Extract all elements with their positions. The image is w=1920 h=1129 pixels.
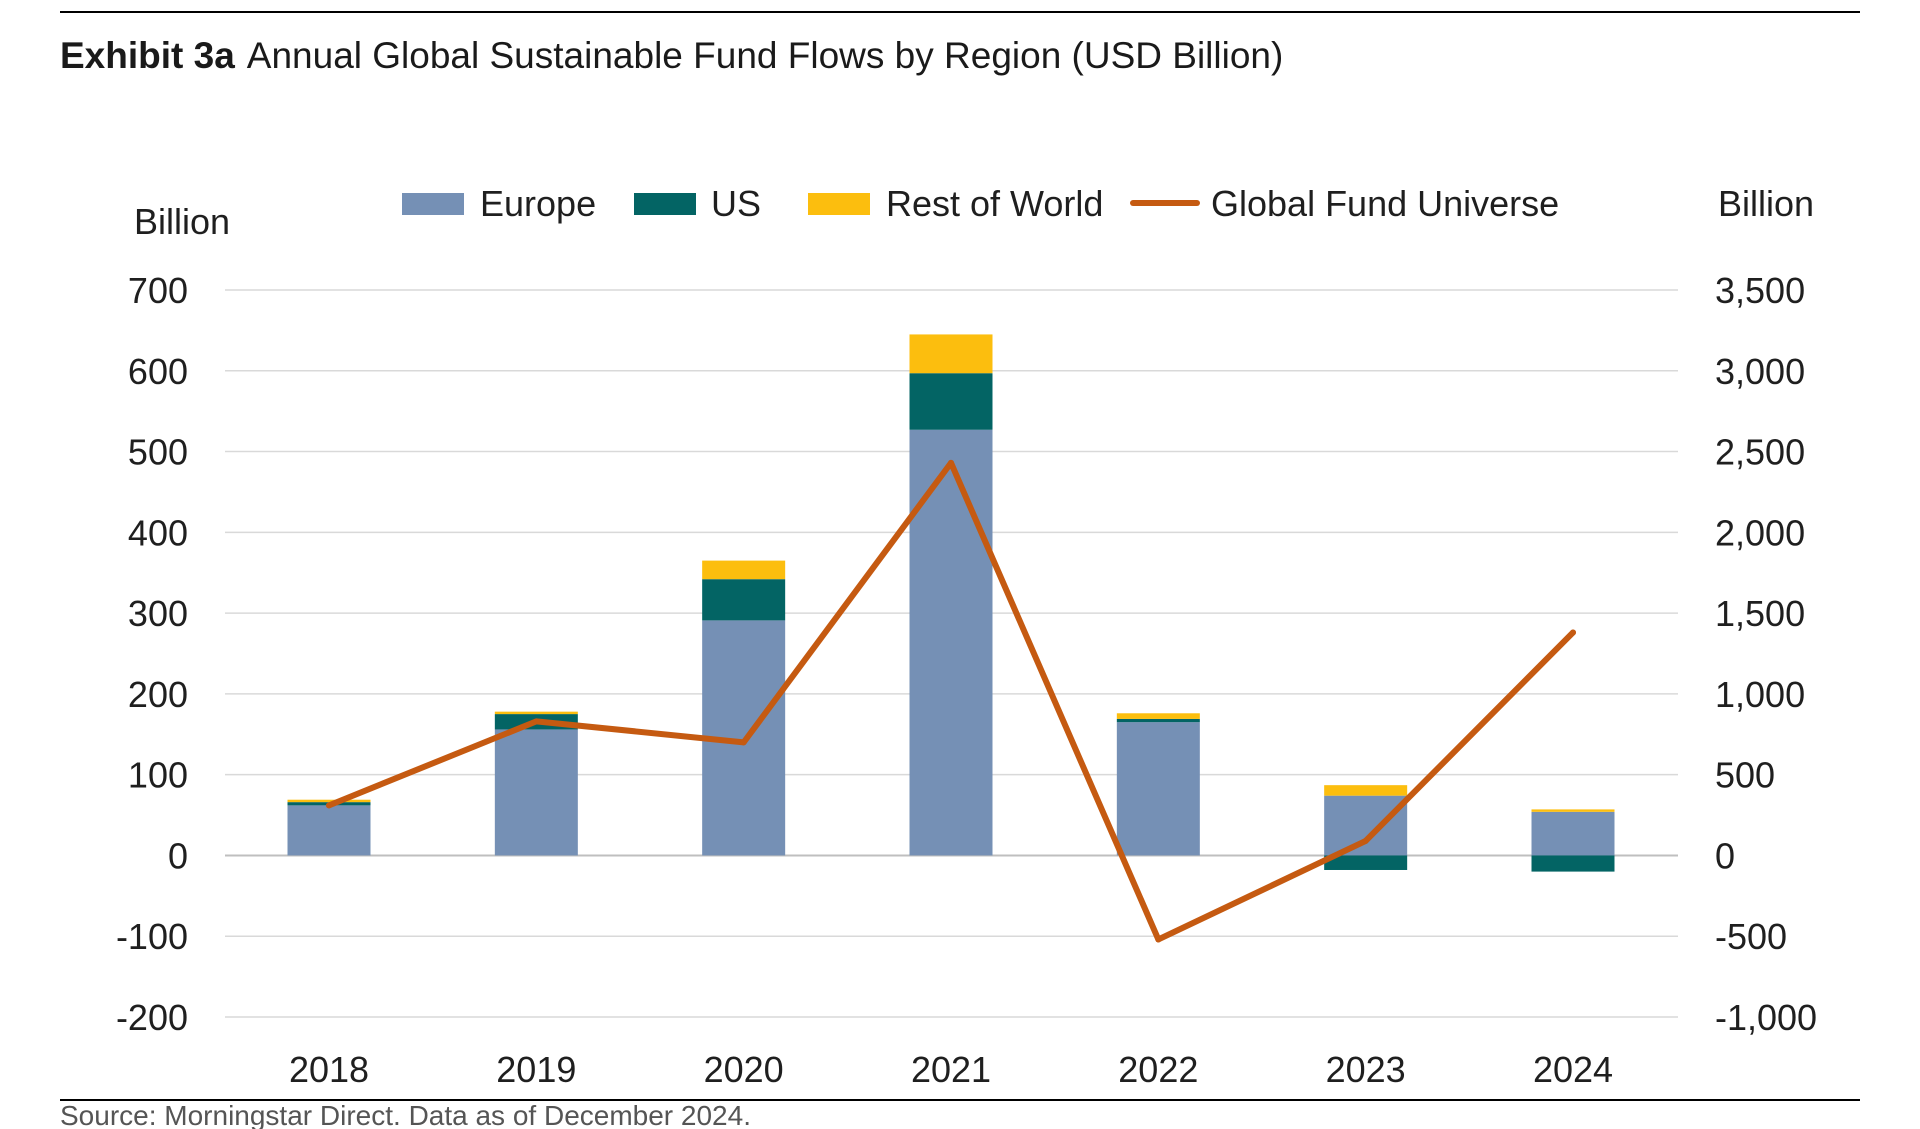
left-tick-label: -100: [116, 916, 188, 957]
left-tick-label: 300: [128, 593, 188, 634]
left-tick-label: 200: [128, 674, 188, 715]
right-tick-label: 0: [1715, 835, 1735, 876]
right-tick-label: -500: [1715, 916, 1787, 957]
legend-swatch-rest-of-world: [808, 193, 870, 215]
bar-us-2023: [1324, 855, 1408, 870]
left-tick-label: 0: [168, 835, 188, 876]
x-tick-label: 2023: [1326, 1049, 1406, 1090]
bar-rest-of-world-2021: [909, 334, 993, 374]
legend-swatch-europe: [402, 193, 464, 215]
exhibit-label: Exhibit 3a: [60, 35, 235, 76]
x-tick-label: 2022: [1118, 1049, 1198, 1090]
right-tick-label: 500: [1715, 755, 1775, 796]
left-tick-label: -200: [116, 997, 188, 1038]
line-point-2024: [1570, 629, 1576, 636]
right-tick-label: 2,000: [1715, 512, 1805, 553]
bar-europe-2022: [1116, 722, 1200, 856]
line-point-2020: [740, 739, 747, 746]
left-axis-label: Billion: [134, 201, 230, 242]
legend: Europe US Rest of World Global Fund Univers…: [402, 183, 1559, 224]
legend-swatch-us: [634, 193, 696, 215]
right-tick-label: 2,500: [1715, 432, 1805, 473]
bar-us-2021: [909, 373, 993, 430]
x-tick-label: 2019: [496, 1049, 576, 1090]
bar-rest-of-world-2022: [1116, 713, 1200, 719]
line-point-2021: [948, 459, 954, 466]
x-tick-label: 2021: [911, 1049, 991, 1090]
bars: [287, 334, 1615, 872]
bar-europe-2023: [1324, 795, 1408, 856]
left-axis-ticks: 700 600 500 400 300 200 100 0 -100 -200: [116, 270, 188, 1038]
bar-rest-of-world-2024: [1531, 809, 1615, 812]
bar-rest-of-world-2020: [702, 560, 786, 580]
bar-rest-of-world-2018: [287, 799, 371, 803]
bar-us-2024: [1531, 855, 1615, 872]
bar-europe-2021: [909, 429, 993, 856]
right-tick-label: 3,000: [1715, 351, 1805, 392]
source-note: Source: Morningstar Direct. Data as of D…: [60, 1100, 751, 1129]
line-point-2019: [533, 718, 540, 725]
bar-us-2022: [1116, 718, 1200, 723]
chart-title-text: Annual Global Sustainable Fund Flows by …: [247, 35, 1284, 76]
legend-label-europe: Europe: [480, 183, 596, 224]
x-tick-label: 2024: [1533, 1049, 1613, 1090]
legend-label-global-fund-universe: Global Fund Universe: [1211, 183, 1559, 224]
left-tick-label: 400: [128, 512, 188, 553]
x-axis-ticks: 2018 2019 2020 2021 2022 2023 2024: [289, 1049, 1613, 1090]
right-tick-label: 1,000: [1715, 674, 1805, 715]
left-tick-label: 700: [128, 270, 188, 311]
global-fund-universe-line: [326, 459, 1576, 943]
line-point-2023: [1362, 837, 1369, 844]
bar-rest-of-world-2023: [1324, 785, 1408, 796]
legend-label-us: US: [711, 183, 761, 224]
left-tick-label: 100: [128, 755, 188, 796]
bar-europe-2018: [287, 805, 371, 856]
legend-label-rest-of-world: Rest of World: [886, 183, 1103, 224]
x-tick-label: 2020: [704, 1049, 784, 1090]
x-tick-label: 2018: [289, 1049, 369, 1090]
line-point-2018: [326, 802, 332, 809]
chart-title: Exhibit 3a Annual Global Sustainable Fund…: [60, 35, 1283, 76]
bar-us-2020: [702, 579, 786, 621]
right-tick-label: 3,500: [1715, 270, 1805, 311]
bar-rest-of-world-2019: [494, 711, 578, 715]
bar-europe-2019: [494, 729, 578, 856]
left-tick-label: 600: [128, 351, 188, 392]
right-axis-label: Billion: [1718, 183, 1814, 224]
bar-europe-2024: [1531, 811, 1615, 856]
line-point-2022: [1155, 936, 1162, 943]
left-tick-label: 500: [128, 432, 188, 473]
right-axis-ticks: 3,500 3,000 2,500 2,000 1,500 1,000 500 0 -500 -1…: [1715, 270, 1817, 1038]
right-tick-label: 1,500: [1715, 593, 1805, 634]
right-tick-label: -1,000: [1715, 997, 1817, 1038]
